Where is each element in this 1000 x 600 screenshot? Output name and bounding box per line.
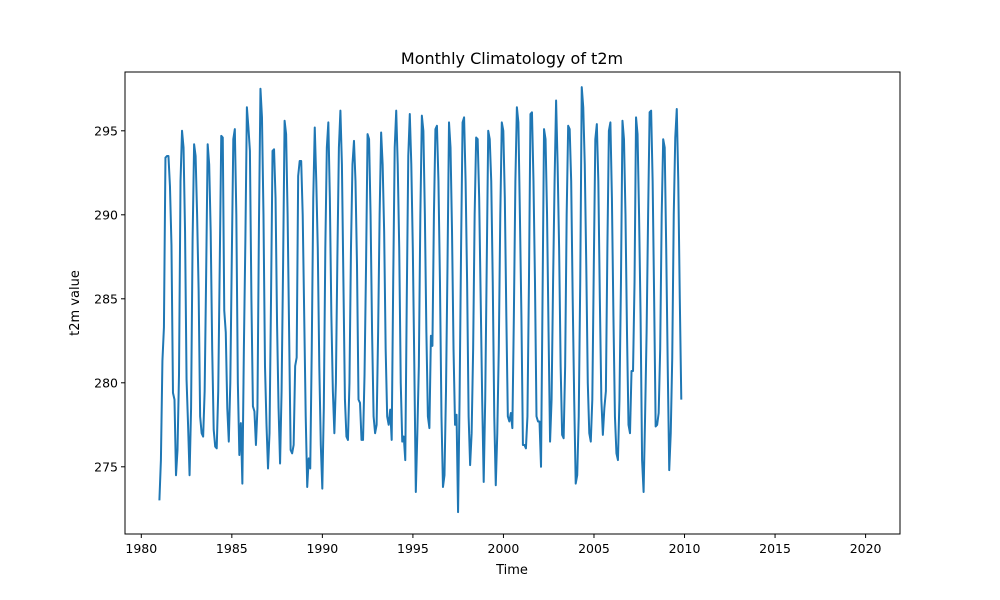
x-tick-label: 1990 [306, 541, 338, 556]
axes-frame [124, 71, 901, 535]
x-axis: 1980 1985 1990 1995 2000 2005 2010 2015 2020 [125, 534, 882, 556]
x-tick-label: 2010 [669, 541, 701, 556]
chart-title: Monthly Climatology of t2m [401, 49, 623, 68]
x-tick-label: 2005 [578, 541, 610, 556]
y-tick-label: 285 [94, 291, 118, 306]
plot-area [124, 71, 901, 535]
y-tick-label: 280 [94, 375, 118, 390]
x-tick-label: 2000 [488, 541, 520, 556]
x-tick-label: 1980 [125, 541, 157, 556]
y-axis-label: t2m value [68, 270, 83, 336]
y-tick-label: 290 [94, 207, 118, 222]
series-line-t2m [158, 86, 683, 514]
x-tick-label: 2020 [850, 541, 882, 556]
y-axis: 275 280 285 290 295 [94, 123, 125, 474]
x-tick-label: 1995 [397, 541, 429, 556]
y-tick-label: 295 [94, 123, 118, 138]
y-tick-label: 275 [94, 459, 118, 474]
x-tick-label: 1985 [216, 541, 248, 556]
x-axis-label: Time [495, 563, 528, 578]
x-tick-label: 2015 [759, 541, 791, 556]
